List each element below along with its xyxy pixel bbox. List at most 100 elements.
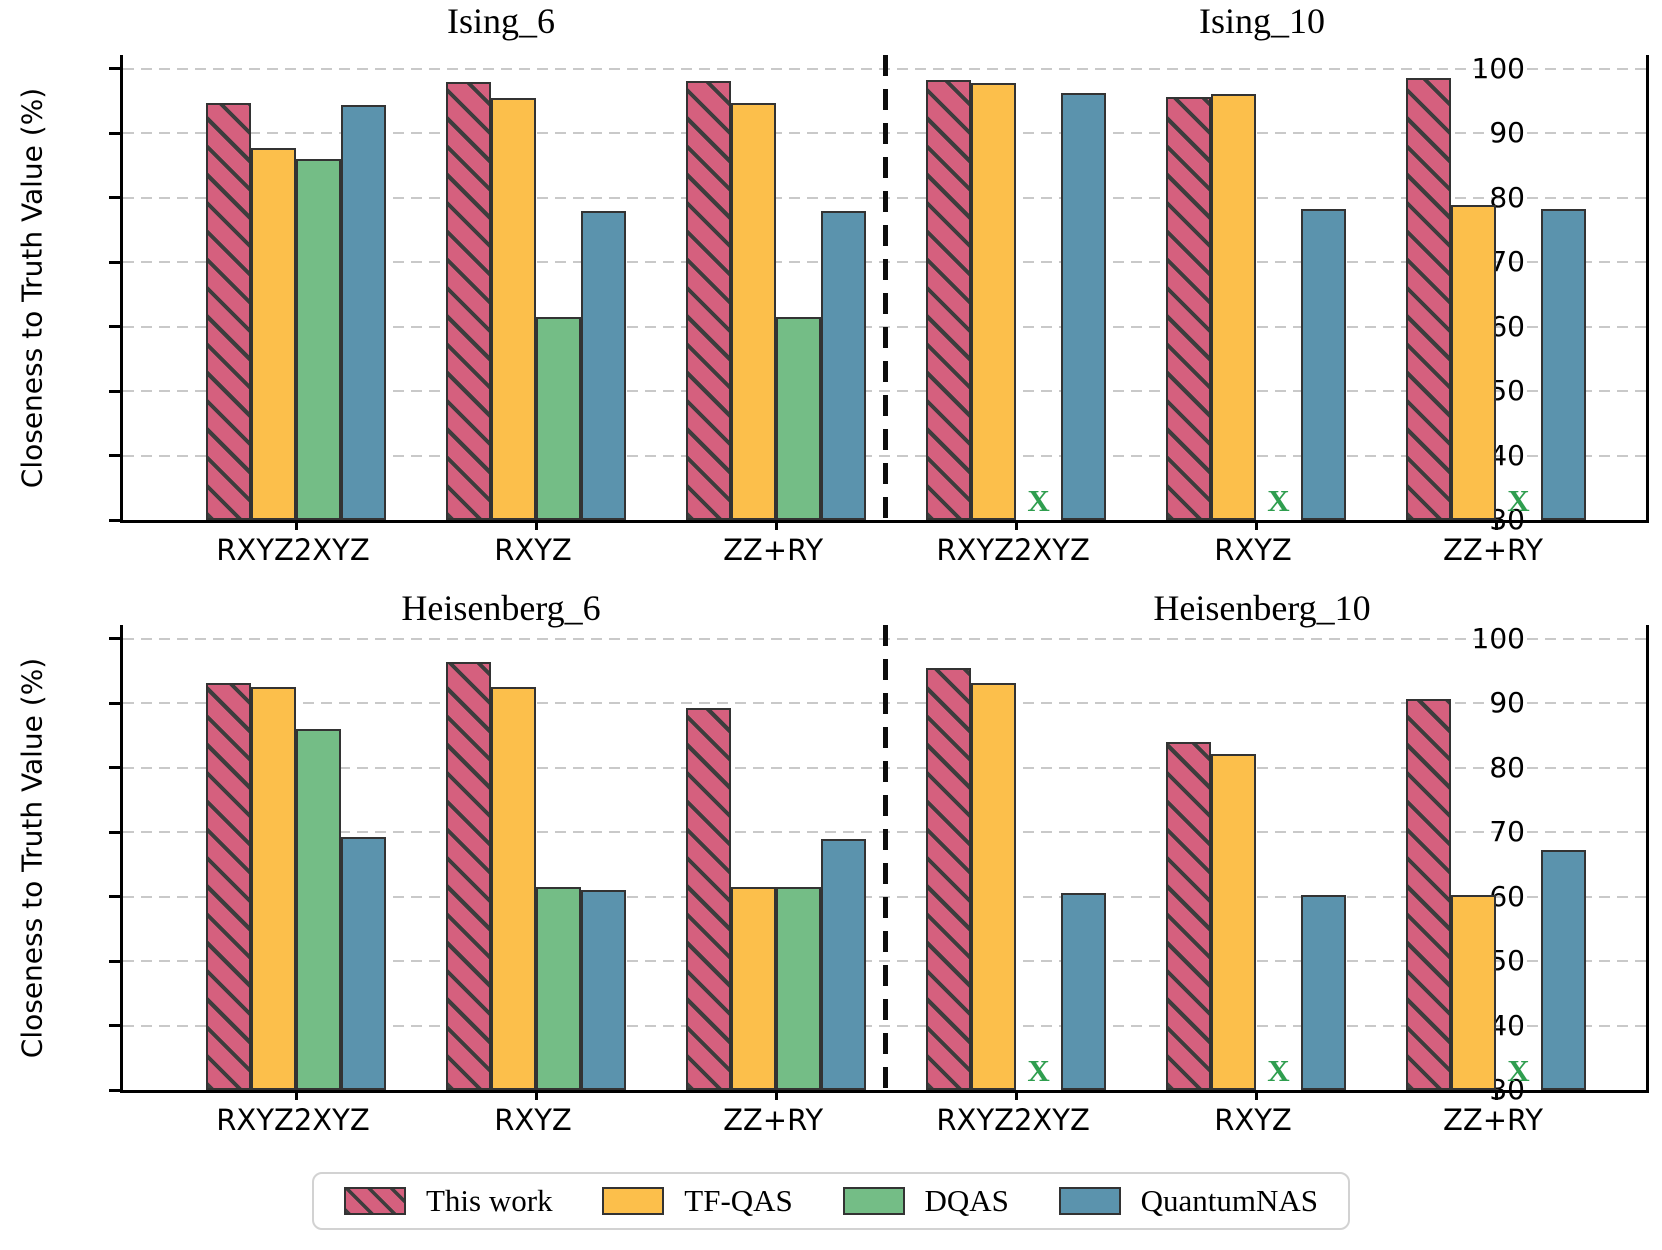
bar-This work-RXYZ [446,82,491,520]
bar-group-Ising_6-RXYZ [446,55,626,520]
bar-TF-QAS-RXYZ [491,97,536,520]
bar-TF-QAS-RXYZ [491,686,536,1090]
y-tick-mark-50 [109,959,120,963]
bar-QuantumNAS-RXYZ2XYZ [1061,892,1107,1090]
bar-This work-ZZ+RY [1406,77,1451,520]
x-tick-mark [294,1090,298,1100]
x-tick-mark [1014,520,1018,530]
bar-group-Ising_10-ZZ+RY: X [1406,55,1586,520]
y-tick-mark-100 [109,67,120,71]
y-tick-label-90: 90 [1489,116,1525,150]
x-tick-label-ZZ+RY: ZZ+RY [1442,1103,1544,1137]
legend-swatch-this-work [344,1187,406,1215]
y-tick-mark-30 [109,518,120,522]
bar-DQAS-RXYZ2XYZ [296,729,341,1090]
y-tick-mark-90 [109,131,120,135]
y-tick-label-100: 100 [1471,51,1525,85]
bar-TF-QAS-ZZ+RY [1451,894,1496,1090]
legend-item-tf-qas: TF-QAS [602,1183,793,1219]
missing-bar-marker: X [1507,1053,1530,1088]
bar-QuantumNAS-RXYZ [1301,895,1346,1090]
bar-group-Ising_6-ZZ+RY [686,55,867,520]
bar-This work-RXYZ2XYZ [206,103,251,520]
legend-label: TF-QAS [684,1183,793,1218]
y-axis-label: Closeness to Truth Value (%) [15,657,49,1059]
legend-label: This work [426,1183,553,1218]
subplot-separator-dashed-line [882,55,888,520]
y-tick-mark-90 [109,701,120,705]
bar-TF-QAS-RXYZ2XYZ [971,83,1017,520]
bar-DQAS-ZZ+RY [776,886,822,1090]
x-tick-label-RXYZ2XYZ: RXYZ2XYZ [936,1103,1090,1137]
bar-QuantumNAS-RXYZ2XYZ [341,837,386,1090]
bar-DQAS-RXYZ [536,316,581,520]
missing-bar-marker: X [1507,483,1530,518]
y-tick-mark-70 [109,260,120,264]
legend-swatch-quantumnas [1058,1187,1121,1215]
y-tick-mark-60 [109,895,120,899]
bar-QuantumNAS-RXYZ [581,890,626,1090]
bar-This work-RXYZ [1166,97,1211,520]
y-tick-label-80: 80 [1489,750,1525,784]
y-tick-mark-70 [109,830,120,834]
y-tick-mark-50 [109,389,120,393]
bar-TF-QAS-ZZ+RY [1451,204,1496,520]
legend-item-this-work: This work [344,1183,553,1219]
bar-group-Ising_10-RXYZ: X [1166,55,1346,520]
bar-TF-QAS-RXYZ2XYZ [971,682,1017,1090]
subplot-title-heisenberg-10: Heisenberg_10 [1153,588,1371,628]
x-tick-mark [1254,1090,1258,1100]
x-tick-label-RXYZ: RXYZ [494,533,572,567]
bar-TF-QAS-ZZ+RY [731,103,777,520]
x-tick-mark [774,1090,778,1100]
bar-group-Heisenberg_10-RXYZ: X [1166,625,1346,1090]
y-tick-label-100: 100 [1471,621,1525,655]
subplot-title-ising-6: Ising_6 [447,1,555,41]
bar-QuantumNAS-ZZ+RY [1541,850,1586,1090]
x-tick-label-RXYZ: RXYZ [494,1103,572,1137]
bar-group-Ising_10-RXYZ2XYZ: X [926,55,1107,520]
x-tick-mark [1494,1090,1498,1100]
legend-item-dqas: DQAS [842,1183,1009,1219]
y-tick-label-70: 70 [1489,815,1525,849]
y-tick-mark-30 [109,1088,120,1092]
legend-swatch-dqas [842,1187,905,1215]
bar-QuantumNAS-ZZ+RY [821,210,867,520]
x-tick-mark [534,1090,538,1100]
x-tick-label-ZZ+RY: ZZ+RY [723,533,824,567]
y-tick-mark-100 [109,637,120,641]
bar-group-Heisenberg_6-RXYZ [446,625,626,1090]
bar-group-Heisenberg_10-RXYZ2XYZ: X [926,625,1107,1090]
missing-bar-marker: X [1027,483,1050,518]
x-tick-mark [1494,520,1498,530]
x-tick-mark [294,520,298,530]
x-tick-label-RXYZ2XYZ: RXYZ2XYZ [216,533,370,567]
x-tick-mark [534,520,538,530]
x-tick-label-RXYZ2XYZ: RXYZ2XYZ [216,1103,370,1137]
chart-row: Ising_6 Ising_10 Closeness to Truth Valu… [0,0,1662,570]
bar-TF-QAS-RXYZ [1211,753,1256,1090]
bar-TF-QAS-ZZ+RY [731,886,777,1090]
legend-label: DQAS [924,1183,1009,1218]
subplot-separator-dashed-line [882,625,888,1090]
legend-label: QuantumNAS [1140,1183,1318,1218]
x-tick-mark [1014,1090,1018,1100]
bar-QuantumNAS-ZZ+RY [1541,208,1586,520]
bar-TF-QAS-RXYZ2XYZ [251,686,296,1090]
legend-item-quantumnas: QuantumNAS [1058,1183,1318,1219]
bar-This work-RXYZ2XYZ [926,667,972,1090]
x-tick-label-RXYZ: RXYZ [1214,533,1292,567]
bar-This work-RXYZ2XYZ [206,682,251,1090]
bar-This work-ZZ+RY [686,81,732,520]
bar-QuantumNAS-ZZ+RY [821,838,867,1090]
y-tick-label-90: 90 [1489,686,1525,720]
x-tick-label-ZZ+RY: ZZ+RY [1442,533,1544,567]
bar-QuantumNAS-RXYZ2XYZ [1061,93,1107,520]
x-tick-label-RXYZ2XYZ: RXYZ2XYZ [936,533,1090,567]
x-tick-mark [1254,520,1258,530]
missing-bar-marker: X [1027,1053,1050,1088]
bar-group-Ising_6-RXYZ2XYZ [206,55,386,520]
missing-bar-marker: X [1267,483,1290,518]
bar-DQAS-RXYZ2XYZ [296,159,341,520]
